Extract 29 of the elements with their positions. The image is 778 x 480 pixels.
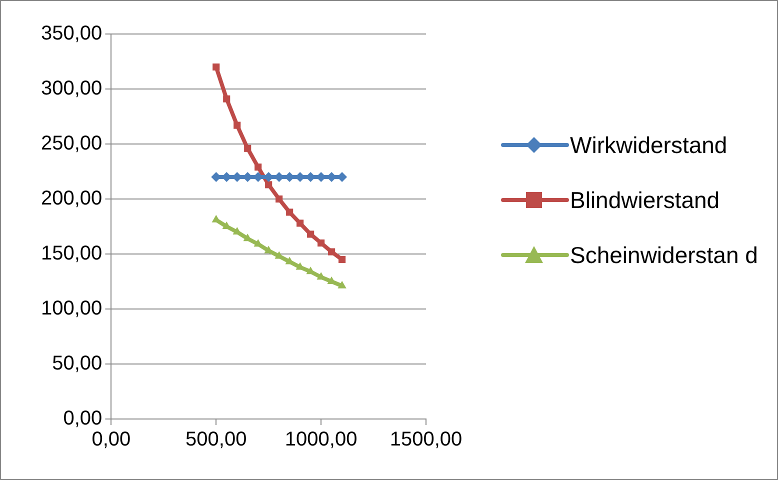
point [254, 164, 262, 171]
legend-label: Blindwierstand [570, 186, 721, 215]
point [307, 230, 314, 238]
point [276, 195, 283, 203]
y-tick-label: 300,00 [41, 78, 102, 100]
point [318, 239, 325, 247]
y-tick-label: 50,00 [52, 352, 102, 375]
x-tick-label: 0,00 [92, 428, 131, 451]
point [286, 208, 294, 216]
y-tick-label: 350,00 [41, 22, 102, 45]
point [244, 144, 252, 152]
point [338, 280, 346, 288]
x-tick-label: 500,00 [186, 428, 247, 451]
legend-label: Scheinwiderstan d [570, 241, 759, 270]
legend-label: Wirkwiderstand [570, 131, 728, 160]
point [212, 63, 220, 71]
y-tick-label: 100,00 [41, 298, 102, 320]
point [338, 256, 346, 264]
point [234, 122, 241, 129]
point [265, 181, 272, 188]
point [223, 95, 230, 102]
y-tick-label: 250,00 [41, 132, 102, 155]
y-tick-label: 150,00 [41, 242, 102, 265]
x-tick-label: 1000,00 [284, 428, 358, 451]
y-tick-label: 0,00 [63, 408, 102, 430]
point [296, 220, 304, 227]
y-tick-label: 200,00 [41, 188, 102, 210]
point [328, 248, 336, 256]
x-tick-label: 1500,00 [390, 428, 462, 451]
